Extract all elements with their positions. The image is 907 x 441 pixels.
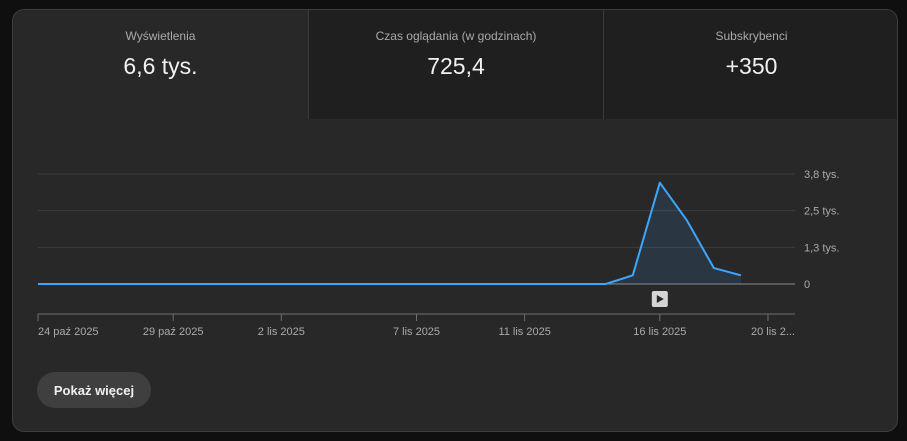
tab-watch-time-label: Czas oglądania (w godzinach) xyxy=(375,29,537,43)
series-line xyxy=(38,181,742,285)
y-tick-label: 3,8 tys. xyxy=(804,169,839,181)
tab-views-value: 6,6 tys. xyxy=(123,53,198,79)
show-more-button[interactable]: Pokaż więcej xyxy=(37,372,151,408)
x-tick-label: 11 lis 2025 xyxy=(498,326,550,338)
tab-watch-time-value: 725,4 xyxy=(427,53,485,79)
tab-subscribers-label: Subskrybenci xyxy=(715,29,788,43)
tab-subscribers[interactable]: Subskrybenci +350 xyxy=(603,10,897,119)
play-icon-glyph xyxy=(656,295,664,303)
x-tick-label: 29 paź 2025 xyxy=(143,326,204,338)
x-tick-label: 16 lis 2025 xyxy=(633,326,686,338)
analytics-card: Wyświetlenia 6,6 tys. Czas oglądania (w … xyxy=(12,9,898,432)
x-tick-label: 24 paź 2025 xyxy=(38,326,99,338)
x-tick-label: 20 lis 2... xyxy=(751,326,795,338)
views-chart: 0 1,3 tys. 2,5 tys. 3,8 tys. 24 paź 2025 29 p… xyxy=(37,169,839,338)
tab-views-label: Wyświetlenia xyxy=(125,29,196,43)
tab-subscribers-value: +350 xyxy=(725,53,778,79)
play-icon[interactable] xyxy=(651,291,668,307)
x-tick-label: 7 lis 2025 xyxy=(393,326,440,338)
tab-watch-time[interactable]: Czas oglądania (w godzinach) 725,4 xyxy=(308,10,603,119)
y-tick-label: 0 xyxy=(804,279,810,291)
x-tick-label: 2 lis 2025 xyxy=(258,326,305,338)
metric-tabs: Wyświetlenia 6,6 tys. Czas oglądania (w … xyxy=(13,10,897,119)
series-area xyxy=(38,182,741,284)
tab-views[interactable]: Wyświetlenia 6,6 tys. xyxy=(13,10,308,119)
y-tick-label: 2,5 tys. xyxy=(804,206,839,218)
y-tick-label: 1,3 tys. xyxy=(804,242,839,254)
